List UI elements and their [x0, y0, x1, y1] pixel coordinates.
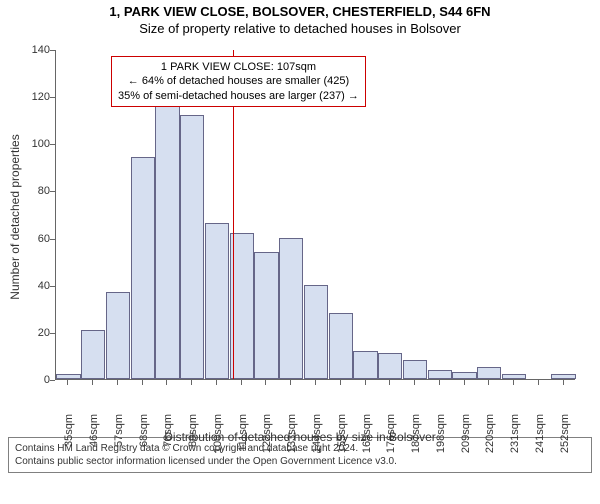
footer-line-2: Contains public sector information licen…	[15, 455, 585, 468]
y-tick-label: 120	[0, 91, 50, 103]
y-tick-label: 20	[0, 327, 50, 339]
x-tick-label: 100sqm	[212, 414, 224, 464]
x-tick-label: 220sqm	[484, 414, 496, 464]
histogram-bar	[428, 370, 452, 379]
annotation-line: 35% of semi-detached houses are larger (…	[118, 89, 359, 103]
y-tick-label: 80	[0, 185, 50, 197]
x-tick-label: 122sqm	[261, 414, 273, 464]
histogram-chart: 1 PARK VIEW CLOSE: 107sqm← 64% of detach…	[0, 40, 600, 435]
histogram-bar	[353, 351, 377, 379]
x-tick-label: 111sqm	[237, 414, 249, 464]
x-tick-label: 231sqm	[509, 414, 521, 464]
x-tick-label: 144sqm	[311, 414, 323, 464]
x-tick-label: 35sqm	[63, 414, 75, 464]
histogram-bar	[452, 372, 476, 379]
x-tick-label: 198sqm	[435, 414, 447, 464]
histogram-bar	[304, 285, 328, 379]
annotation-line: ← 64% of detached houses are smaller (42…	[118, 74, 359, 88]
page-title-address: 1, PARK VIEW CLOSE, BOLSOVER, CHESTERFIE…	[0, 4, 600, 19]
x-tick-label: 252sqm	[559, 414, 571, 464]
histogram-bar	[502, 374, 526, 379]
histogram-bar	[329, 313, 353, 379]
annotation-line: 1 PARK VIEW CLOSE: 107sqm	[118, 60, 359, 74]
x-tick-label: 57sqm	[113, 414, 125, 464]
histogram-bar	[378, 353, 402, 379]
x-tick-label: 176sqm	[385, 414, 397, 464]
y-tick-label: 60	[0, 233, 50, 245]
x-tick-label: 46sqm	[88, 414, 100, 464]
histogram-bar	[180, 115, 204, 379]
x-tick-label: 155sqm	[336, 414, 348, 464]
y-tick-label: 140	[0, 44, 50, 56]
x-tick-label: 165sqm	[361, 414, 373, 464]
x-tick-label: 133sqm	[286, 414, 298, 464]
y-tick-label: 100	[0, 138, 50, 150]
x-tick-label: 89sqm	[187, 414, 199, 464]
histogram-bar	[254, 252, 278, 379]
histogram-bar	[155, 101, 179, 379]
histogram-bar	[131, 157, 155, 379]
histogram-bar	[81, 330, 105, 380]
histogram-bar	[205, 223, 229, 379]
histogram-bar	[403, 360, 427, 379]
x-tick-label: 68sqm	[138, 414, 150, 464]
y-tick-label: 40	[0, 280, 50, 292]
x-tick-label: 187sqm	[410, 414, 422, 464]
x-tick-label: 209sqm	[460, 414, 472, 464]
histogram-bar	[551, 374, 575, 379]
x-tick-label: 78sqm	[162, 414, 174, 464]
annotation-box: 1 PARK VIEW CLOSE: 107sqm← 64% of detach…	[111, 56, 366, 107]
x-tick-label: 241sqm	[534, 414, 546, 464]
histogram-bar	[279, 238, 303, 379]
y-tick-label: 0	[0, 374, 50, 386]
page-subtitle: Size of property relative to detached ho…	[0, 21, 600, 36]
histogram-bar	[56, 374, 80, 379]
histogram-bar	[106, 292, 130, 379]
histogram-bar	[477, 367, 501, 379]
